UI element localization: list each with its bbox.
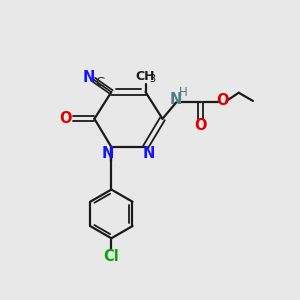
- Text: CH: CH: [136, 70, 155, 83]
- Text: N: N: [142, 146, 155, 161]
- Text: N: N: [102, 146, 114, 161]
- Text: H: H: [178, 86, 187, 99]
- Text: Cl: Cl: [103, 249, 119, 264]
- Text: N: N: [82, 70, 95, 85]
- Text: O: O: [59, 111, 71, 126]
- Text: O: O: [216, 93, 228, 108]
- Text: N: N: [170, 92, 182, 107]
- Text: 3: 3: [149, 74, 155, 84]
- Text: O: O: [194, 118, 207, 133]
- Text: C: C: [96, 76, 105, 89]
